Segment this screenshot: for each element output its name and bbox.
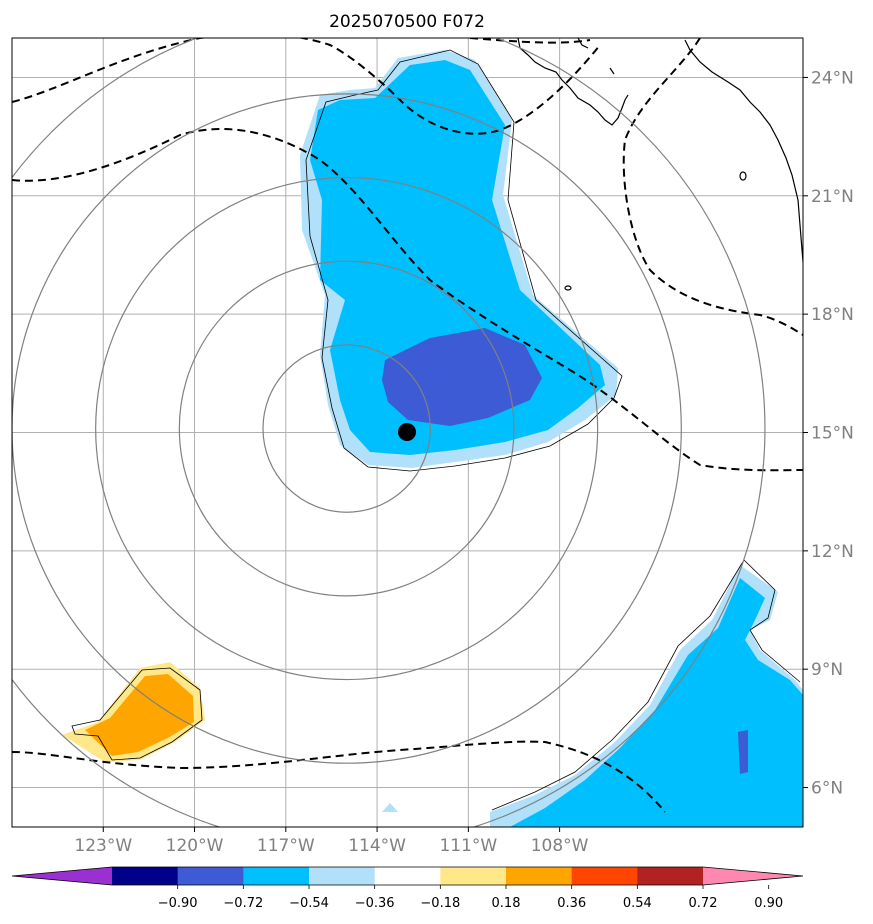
y-tick-labels: 24°N 21°N 18°N 15°N 12°N 9°N 6°N [803, 68, 854, 799]
colorbar-segment [374, 867, 441, 885]
colorbar-extend-high [703, 867, 803, 885]
coastline [517, 38, 803, 291]
range-ring [12, 93, 682, 764]
colorbar-segment [112, 867, 179, 885]
colorbar-label: −0.54 [289, 896, 329, 911]
colorbar-label: −0.18 [420, 896, 460, 911]
shaded-field-north [300, 49, 623, 472]
colorbar-outline [11, 866, 804, 886]
range-ring [262, 344, 431, 513]
colorbar-label: −0.36 [355, 896, 395, 911]
x-tick-label: 120°W [166, 836, 224, 856]
colorbar-extend-low [12, 867, 112, 885]
x-tick-label: 108°W [531, 836, 589, 856]
colorbar-label: 0.54 [623, 896, 652, 911]
range-ring [12, 38, 766, 827]
colorbar-segment [440, 867, 507, 885]
colorbar-label: −0.72 [223, 896, 263, 911]
range-ring [178, 260, 515, 597]
colorbar-segment [571, 867, 638, 885]
colorbar-segment [243, 867, 310, 885]
range-ring [95, 176, 599, 681]
colorbar-label: 0.36 [557, 896, 586, 911]
map-title: 2025070500 F072 [329, 12, 485, 32]
x-tick-label: 114°W [348, 836, 406, 856]
x-tick-label: 123°W [74, 836, 132, 856]
y-tick-label: 9°N [811, 660, 843, 680]
colorbar-segment [506, 867, 573, 885]
y-tick-label: 18°N [811, 305, 854, 325]
colorbar-label: 0.72 [689, 896, 718, 911]
colorbar: −0.90 −0.72 −0.54 −0.36 −0.18 0.18 0.36 0.54 0.7… [11, 866, 804, 911]
colorbar-segment [637, 867, 704, 885]
x-tick-label: 117°W [257, 836, 315, 856]
y-tick-label: 24°N [811, 68, 854, 88]
shaded-field-southwest [62, 662, 205, 762]
colorbar-segment [177, 867, 244, 885]
y-tick-label: 15°N [811, 424, 854, 444]
colorbar-label: 0.90 [754, 896, 783, 911]
y-tick-label: 6°N [811, 779, 843, 799]
y-tick-label: 21°N [811, 187, 854, 207]
x-tick-label: 111°W [439, 836, 497, 856]
x-tick-labels: 123°W 120°W 117°W 114°W 111°W 108°W [74, 827, 589, 856]
shaded-field-southeast [382, 559, 803, 827]
storm-center-marker [398, 423, 416, 441]
colorbar-label: −0.90 [158, 896, 198, 911]
colorbar-segment [309, 867, 376, 885]
range-rings [12, 38, 766, 827]
y-tick-label: 12°N [811, 542, 854, 562]
colorbar-label: 0.18 [492, 896, 521, 911]
dashed-contours [12, 38, 803, 813]
